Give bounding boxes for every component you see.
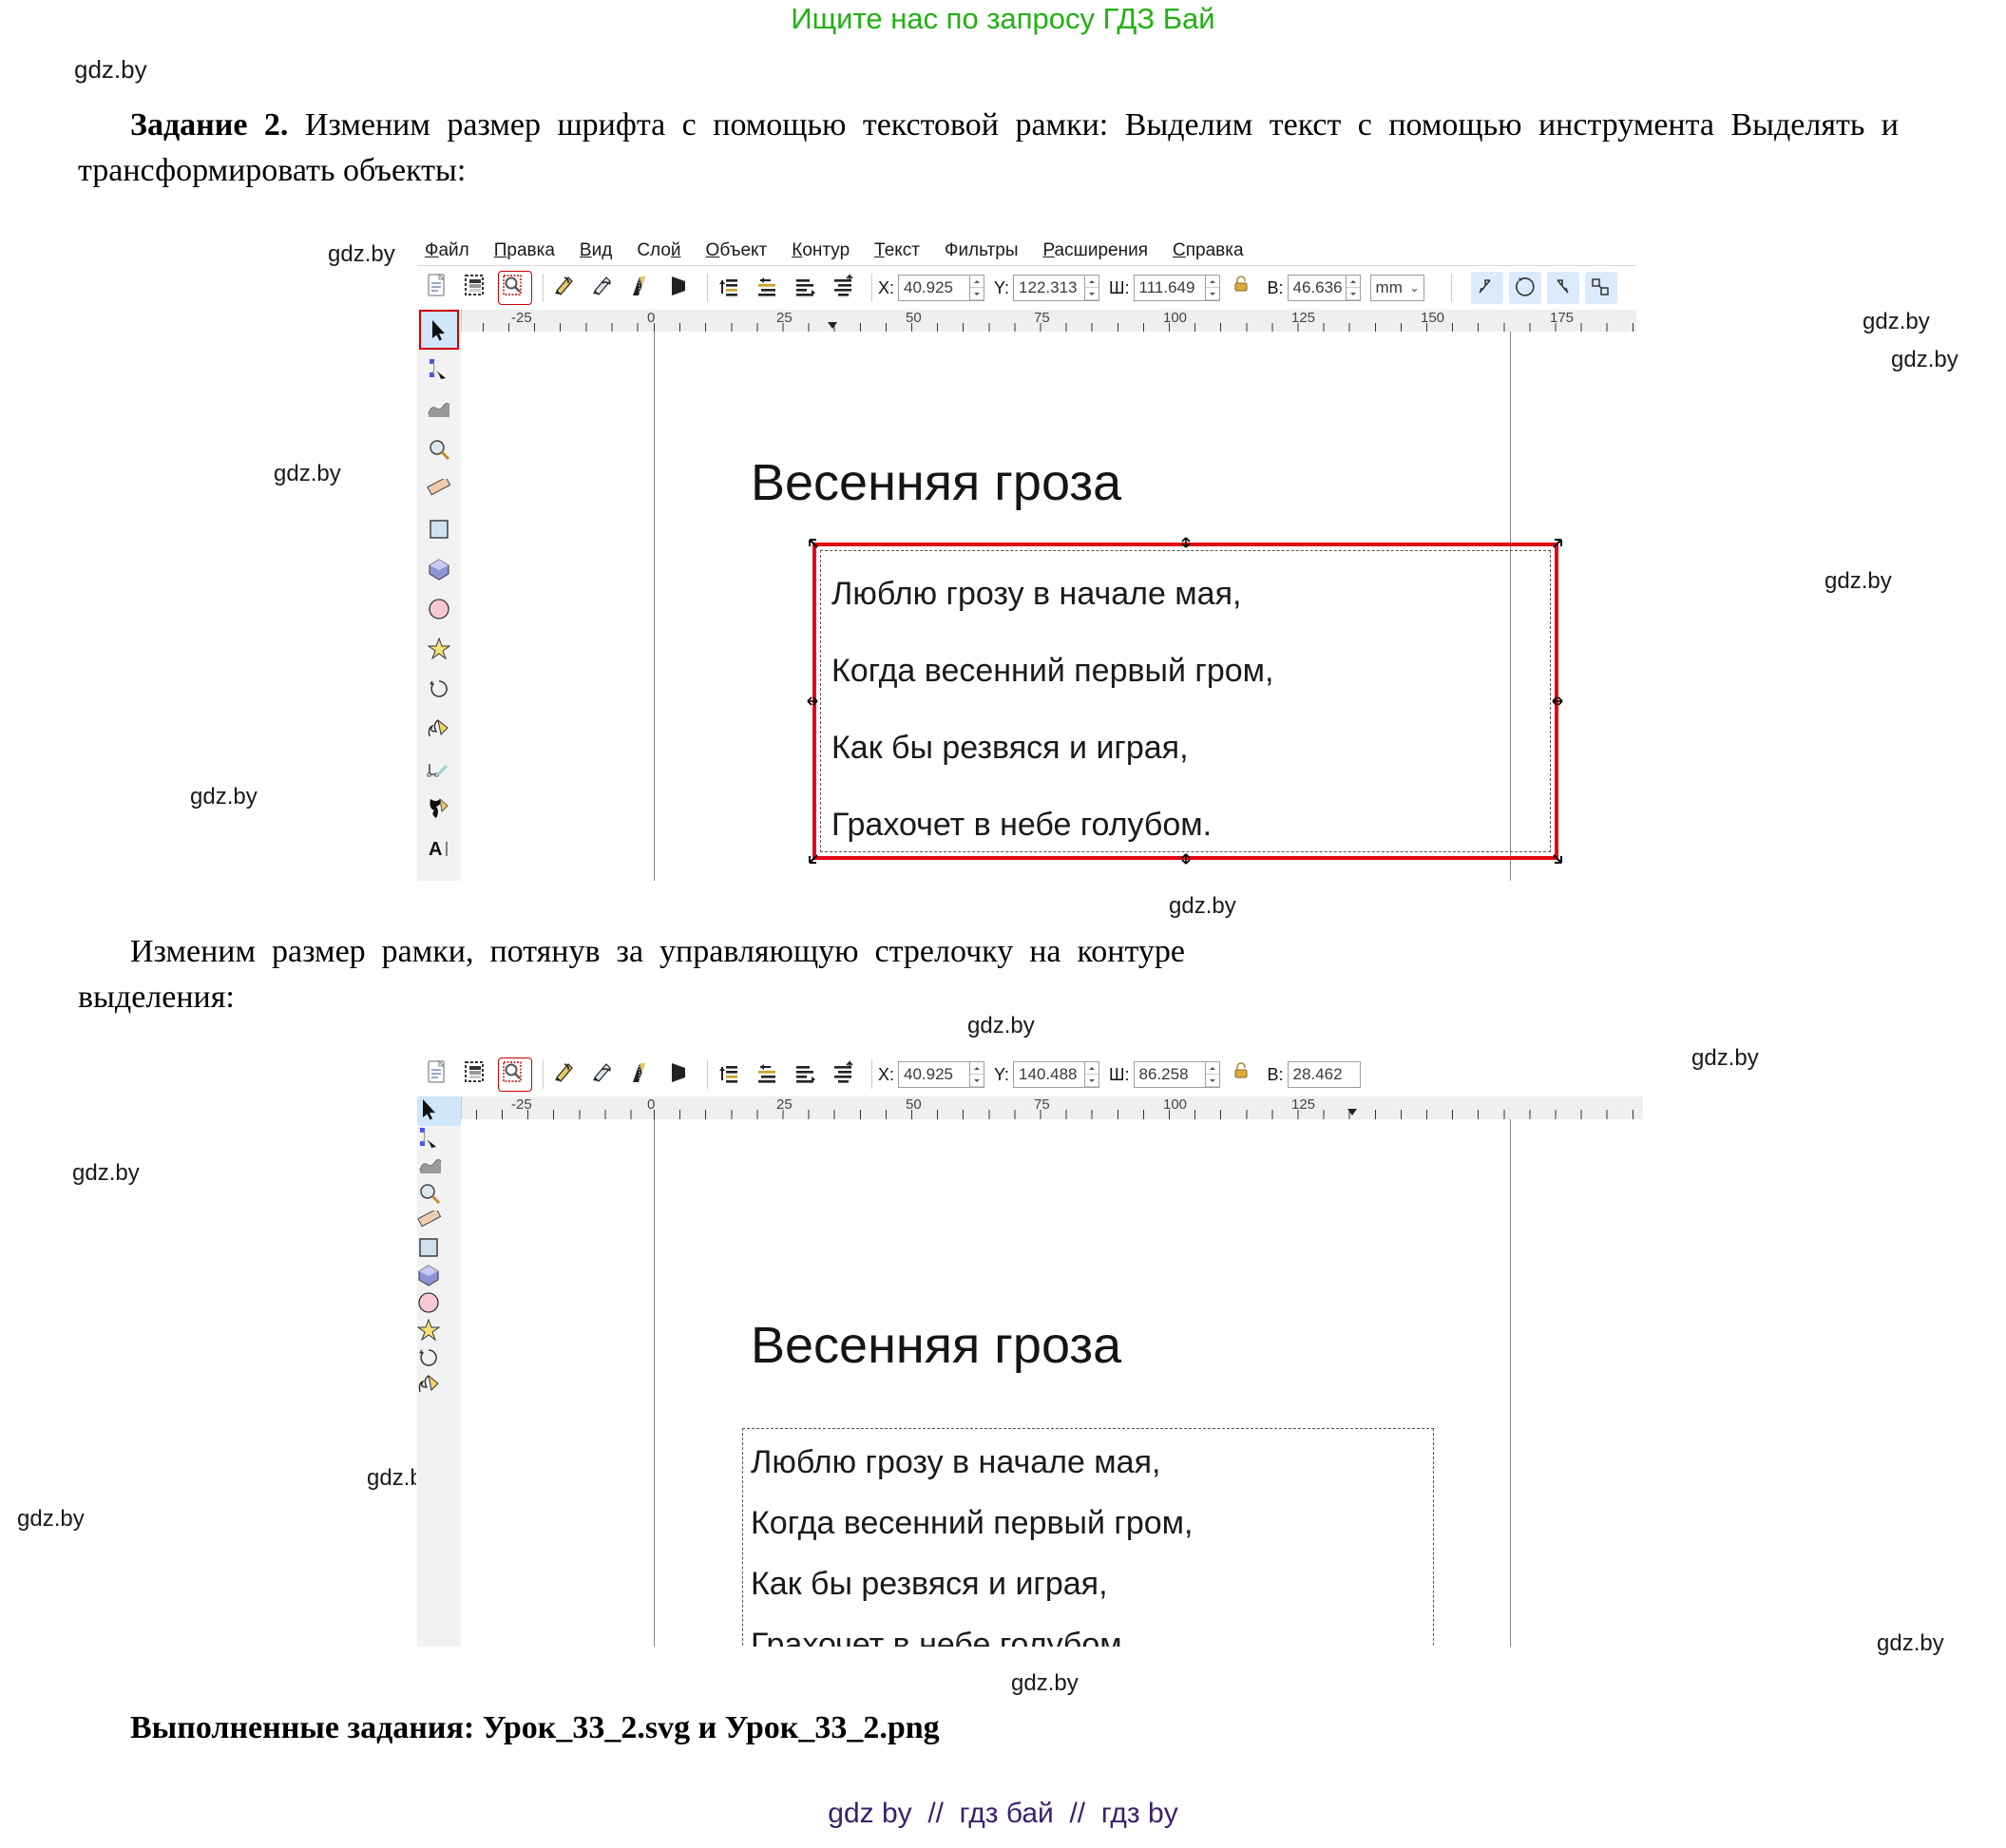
svg-text:A: A	[429, 839, 442, 859]
